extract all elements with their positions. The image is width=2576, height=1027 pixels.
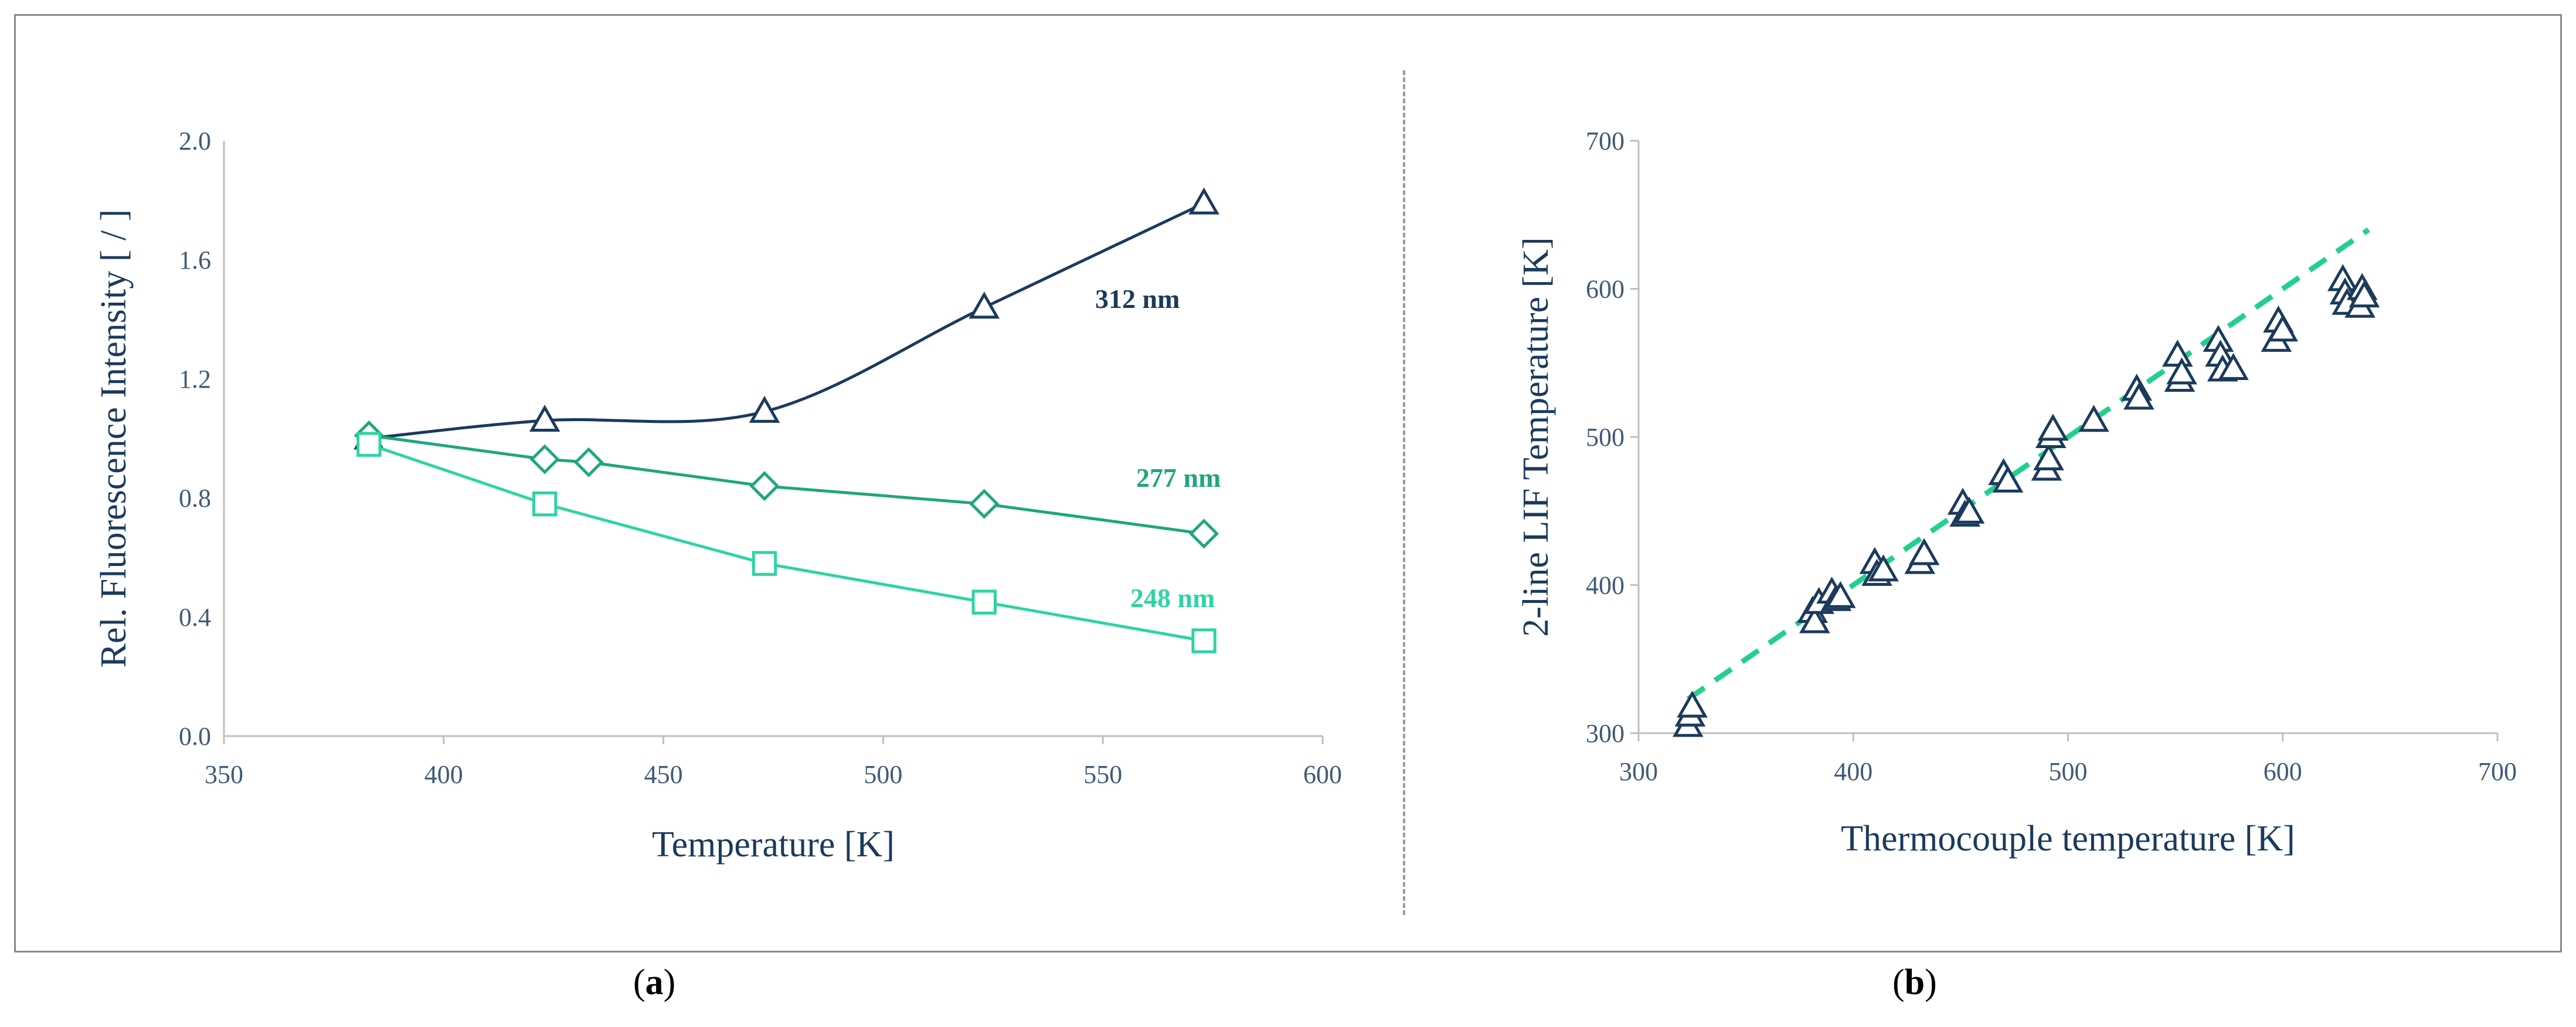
y-tick-label-a: 0.4 xyxy=(179,603,211,632)
scatter-point xyxy=(2123,382,2154,410)
series-1-marker xyxy=(749,471,780,501)
scatter-point xyxy=(1868,554,1899,582)
series-label-2: 248 nm xyxy=(1130,583,1215,613)
x-tick-label-b: 400 xyxy=(1834,757,1872,786)
panel-label-b: (b) xyxy=(1892,962,1937,1002)
series-1-marker xyxy=(529,444,560,474)
scatter-point xyxy=(2166,357,2197,385)
y-tick-label-a: 0.8 xyxy=(179,484,211,513)
scatter-point xyxy=(1799,606,1830,633)
scatter-point xyxy=(2218,352,2249,380)
scatter-point xyxy=(1953,496,1985,524)
x-tick-label-a: 400 xyxy=(424,760,463,789)
x-tick-label-b: 700 xyxy=(2478,757,2517,786)
scatter-point xyxy=(2037,413,2069,441)
series-0-marker xyxy=(749,395,780,423)
panel-label-a: (a) xyxy=(633,962,676,1002)
series-0-marker xyxy=(529,405,560,432)
x-tick-label-b: 300 xyxy=(1619,757,1658,786)
y-axis-title-a: Rel. Fluorescence Intensity [ / ] xyxy=(94,209,134,668)
scatter-point xyxy=(2033,443,2064,470)
chart-a: 0.0 0.4 0.8 1.2 1.6 2.0 350 400 450 500 550 600 Temp… xyxy=(94,127,1342,865)
series-0-marker xyxy=(1188,187,1219,215)
x-tick-label-a: 550 xyxy=(1083,760,1122,789)
series-2-marker xyxy=(1191,628,1216,653)
scatter-point xyxy=(2078,405,2109,432)
series-line-1 xyxy=(369,433,1204,535)
series-1-marker xyxy=(1189,518,1219,549)
x-axis-title-a: Temperature [K] xyxy=(652,825,895,865)
figure-frame xyxy=(14,14,2562,953)
series-label-1: 277 nm xyxy=(1136,463,1221,493)
series-2-marker xyxy=(532,491,558,517)
series-1-marker xyxy=(573,447,604,477)
series-2-marker xyxy=(356,432,382,457)
x-tick-label-a: 600 xyxy=(1303,760,1342,789)
series-2-marker xyxy=(971,589,997,615)
x-tick-label-b: 600 xyxy=(2264,757,2302,786)
y-tick-label-b: 600 xyxy=(1586,275,1625,304)
series-label-0: 312 nm xyxy=(1095,284,1180,314)
fit-line xyxy=(1686,227,2370,701)
x-tick-label-a: 350 xyxy=(205,760,243,789)
series-0-marker xyxy=(968,292,1000,319)
x-tick-label-b: 500 xyxy=(2049,757,2088,786)
y-tick-label-b: 400 xyxy=(1586,571,1625,600)
y-tick-label-a: 1.2 xyxy=(179,365,211,394)
y-axis-title-b: 2-line LIF Temperature [K] xyxy=(1516,237,1556,636)
x-axis-title-b: Thermocouple temperature [K] xyxy=(1841,819,2295,859)
x-tick-label-a: 500 xyxy=(864,760,902,789)
scatter-point xyxy=(1677,690,1708,718)
x-tick-label-a: 450 xyxy=(644,760,683,789)
panel-divider xyxy=(1403,70,1405,915)
y-tick-label-b: 500 xyxy=(1586,423,1625,452)
y-tick-label-a: 0.0 xyxy=(179,722,211,751)
y-tick-label-a: 2.0 xyxy=(179,127,211,155)
y-tick-label-a: 1.6 xyxy=(179,246,211,274)
scatter-point xyxy=(1992,465,2024,493)
series-2-marker xyxy=(752,551,777,576)
y-tick-label-b: 300 xyxy=(1586,719,1625,748)
scatter-point xyxy=(2349,280,2380,308)
y-tick-label-b: 700 xyxy=(1586,127,1625,155)
series-1-marker xyxy=(969,489,1000,519)
scatter-point xyxy=(1908,538,1940,565)
series-line-0 xyxy=(369,202,1205,440)
scatter-point xyxy=(2267,314,2299,342)
chart-b: 300 400 500 600 700 300 400 500 600 700 Thermocoup… xyxy=(1516,127,2517,859)
scatter-point xyxy=(1824,581,1856,608)
